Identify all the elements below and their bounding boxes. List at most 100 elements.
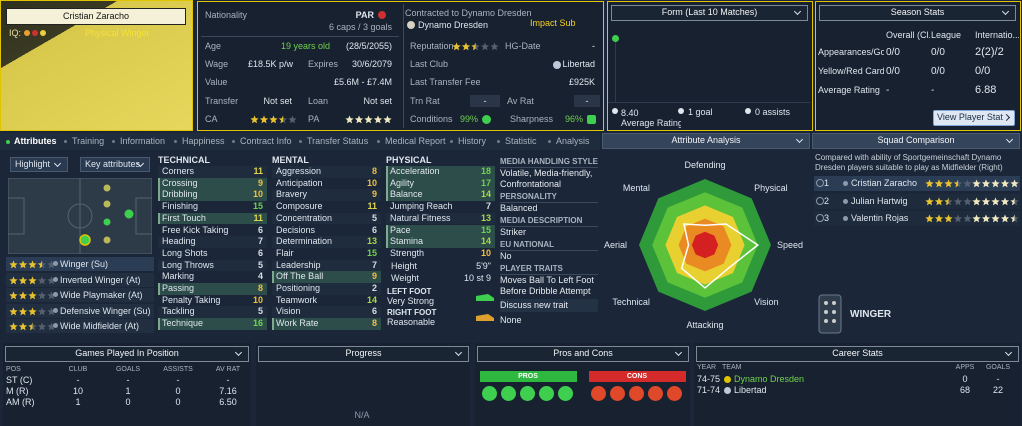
label: Positioning [276, 283, 321, 293]
label: Determination [276, 236, 333, 247]
column-header: YEAR [697, 364, 717, 371]
section-heading: EU NATIONAL [500, 239, 598, 251]
label: 14 [480, 189, 491, 200]
label: 11 [367, 201, 377, 212]
icon [450, 140, 453, 143]
tab[interactable]: Analysis [556, 136, 590, 146]
attribute-row [158, 259, 267, 272]
label: First Touch [162, 212, 206, 223]
label: IQ: [9, 28, 22, 38]
attribute-row [272, 294, 381, 307]
label: RIGHT FOOT [387, 308, 437, 317]
star-rating [345, 115, 392, 124]
icon [843, 216, 848, 221]
discuss-trait-dropdown[interactable]: Discuss new trait [500, 299, 598, 312]
icon [548, 140, 551, 143]
star-rating [9, 276, 56, 284]
label: Nationality [205, 10, 248, 20]
tab[interactable]: Contract Info [240, 136, 292, 146]
label: Not set [263, 96, 292, 106]
label: 7 [485, 201, 491, 212]
panel-title: Attribute Analysis [671, 135, 741, 145]
boot-icons [476, 294, 494, 321]
attribute-row [158, 306, 267, 318]
tab[interactable]: History [458, 136, 487, 146]
label: 10 [72, 386, 83, 396]
label: 99% [459, 114, 478, 124]
label: Crossing [162, 177, 198, 188]
tab[interactable]: Information [120, 136, 166, 146]
tab[interactable]: Happiness [182, 136, 225, 146]
view-stats-button[interactable] [933, 110, 1015, 126]
label: WINGER [850, 309, 892, 320]
comparison-row [814, 176, 1020, 191]
icon [174, 140, 177, 143]
tab[interactable]: Statistic [505, 136, 537, 146]
label: Cristian Zaracho [851, 178, 918, 188]
label: Pace [390, 224, 411, 235]
star-rating [972, 214, 1019, 223]
icon [407, 21, 415, 29]
star-rating [9, 322, 56, 331]
label: 74-75 [697, 374, 721, 384]
tab[interactable]: Training [72, 136, 105, 146]
trait: None [500, 315, 522, 325]
label: 0/0 [931, 66, 945, 77]
icon [482, 115, 491, 124]
icon [53, 261, 58, 266]
radar-axis-label: Aerial [603, 240, 627, 250]
label: 6 [371, 306, 377, 317]
label: 6.88 [975, 85, 997, 96]
attribute-row [386, 166, 495, 178]
label: Weight [391, 273, 419, 283]
label: 10 [252, 189, 263, 200]
attribute-row [272, 212, 381, 225]
panel-header [5, 346, 249, 362]
label: 10 st 9 [463, 273, 491, 283]
attribute-row [158, 201, 267, 213]
column-header: ASSISTS [163, 366, 193, 373]
label: Yellow/Red Cards [818, 66, 884, 76]
label: Libertad [562, 59, 595, 69]
form-axis [615, 42, 616, 102]
radar-axis-label: Speed [777, 240, 804, 250]
label: 2(2)/2 [975, 47, 1004, 58]
tab[interactable]: Attributes [14, 136, 57, 146]
label: 1 [125, 386, 131, 396]
tab[interactable]: Medical Report [385, 136, 446, 146]
label: 10 [366, 177, 377, 188]
attribute-row [158, 318, 267, 330]
pro-icon [558, 386, 573, 401]
icon [612, 35, 619, 42]
radar-axis-label: Mental [622, 183, 650, 194]
radar-axis-label: Vision [754, 296, 779, 307]
label: Last Club [410, 59, 449, 69]
label: Inverted Winger (At) [60, 274, 141, 285]
attribute-row [386, 189, 495, 201]
column-header: POS [6, 366, 21, 373]
con-icon [648, 386, 663, 401]
label: Wide Playmaker (At) [60, 290, 143, 300]
overview-panel [197, 1, 604, 131]
label: Dynamo Dresden [418, 20, 489, 30]
icon [724, 387, 731, 394]
panel-header [602, 133, 810, 149]
tab[interactable]: Transfer Status [307, 136, 369, 146]
label: £18.5K p/w [248, 59, 294, 69]
label: Wage [205, 59, 229, 69]
label: 8 [257, 283, 263, 293]
icon [816, 196, 824, 205]
label: 0 [175, 397, 181, 407]
label: Bravery [276, 189, 308, 200]
radar-axis-label: Physical [754, 183, 788, 194]
attribute-row [158, 166, 267, 178]
label: 30/6/2079 [351, 59, 392, 69]
radar-axis-label: Defending [684, 160, 726, 170]
label: Appearances/Go... [818, 47, 884, 57]
star-rating [972, 179, 1019, 188]
attribute-row [158, 247, 267, 260]
attribute-row [158, 212, 267, 225]
label: M (R) [6, 386, 29, 396]
label: 14 [366, 294, 377, 305]
label: - [126, 375, 130, 385]
